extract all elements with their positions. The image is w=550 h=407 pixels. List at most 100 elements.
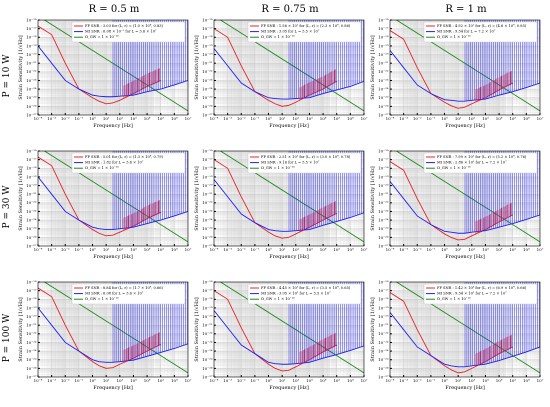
x-tick-label: 10⁰	[441, 378, 448, 383]
x-tick-label: 10¹	[279, 247, 286, 252]
x-tick-label: 10⁴	[144, 247, 151, 252]
y-tick-label: 10⁻²²	[26, 200, 37, 205]
x-tick-label: 10⁻⁴	[386, 247, 395, 252]
y-tick-label: 10⁻²⁰	[202, 314, 213, 319]
x-tick-label: 10⁴	[496, 247, 503, 252]
column-title-2: R = 0.75 m	[261, 4, 319, 15]
legend: FP SNR : 1.56 × 10¹ for (L, r) = (2.3 × …	[247, 21, 362, 43]
y-axis-label: Strain Sensitivity [1/√Hz]	[370, 35, 376, 99]
y-tick-label: 10⁻²⁵	[26, 226, 37, 231]
x-tick-label: 10⁻²	[237, 116, 246, 121]
x-tick-label: 10⁻³	[399, 247, 408, 252]
x-tick-label: 10²	[116, 378, 123, 383]
legend-box	[247, 21, 362, 43]
legend: FP SNR : 8.84 for (L, r) = (1.7 × 10⁴, 0…	[71, 283, 186, 305]
x-tick-label: 10¹	[103, 116, 110, 121]
y-tick-label: 10⁻²⁰	[378, 183, 389, 188]
x-tick-label: 10⁻¹	[427, 116, 436, 121]
x-tick-label: 10⁵	[509, 116, 516, 121]
x-tick-label: 10⁻⁴	[210, 247, 219, 252]
x-tick-label: 10⁻¹	[75, 116, 84, 121]
legend-entry: MI SNR : 9.54 × 10¹ for L = 7.2 × 10⁷	[437, 292, 507, 296]
y-axis-label: Strain Sensitivity [1/√Hz]	[370, 166, 376, 230]
legend: FP SNR : 4.92 × 10¹ for (L, r) = (4.6 × …	[423, 21, 538, 43]
y-tick-label: 10⁻²⁶	[26, 235, 37, 240]
legend-entry: Ω_GW = 1 × 10⁻¹⁶	[261, 297, 295, 301]
x-tick-label: 10⁴	[496, 378, 503, 383]
x-tick-label: 10⁻⁴	[386, 378, 395, 383]
x-tick-label: 10⁻³	[399, 116, 408, 121]
y-tick-label: 10⁻¹⁹	[202, 305, 213, 310]
y-tick-label: 10⁻²⁵	[26, 95, 37, 100]
x-axis-label: Frequency [Hz]	[445, 123, 485, 129]
x-tick-label: 10¹	[455, 378, 462, 383]
legend-entry: MI SNR : 2.86 × 10¹ for L = 7.2 × 10⁷	[437, 161, 507, 165]
y-tick-label: 10⁻¹⁸	[26, 35, 37, 40]
x-tick-label: 10⁻²	[237, 378, 246, 383]
axes-frame	[389, 19, 541, 116]
legend-entry: FP SNR : 7.99 × 10¹ for (L, r) = (5.2 × …	[437, 155, 527, 159]
x-axis-label: Frequency [Hz]	[269, 254, 309, 260]
x-tick-label: 10⁻⁴	[210, 378, 219, 383]
series-mi-line	[38, 307, 188, 363]
x-tick-label: 10⁻³	[47, 247, 56, 252]
y-tick-label: 10⁻²³	[26, 340, 37, 345]
legend-entry: FP SNR : 1.56 × 10¹ for (L, r) = (2.3 × …	[261, 24, 351, 28]
x-tick-label: 10⁰	[265, 116, 272, 121]
x-tick-label: 10¹	[103, 378, 110, 383]
x-tick-label: 10⁶	[523, 378, 530, 383]
legend-box	[247, 283, 362, 305]
legend-box	[71, 152, 186, 174]
x-tick-label: 10⁴	[320, 247, 327, 252]
x-tick-label: 10⁴	[496, 116, 503, 121]
x-tick-label: 10⁻²	[413, 378, 422, 383]
x-tick-label: 10⁶	[347, 247, 354, 252]
axes-frame	[213, 150, 365, 247]
legend-entry: MI SNR : 9.16 for L = 5.5 × 10⁷	[261, 161, 320, 165]
x-tick-label: 10³	[306, 378, 313, 383]
axes-frame	[37, 19, 189, 116]
y-tick-label: 10⁻²⁶	[378, 104, 389, 109]
x-tick-label: 10⁵	[333, 116, 340, 121]
y-tick-label: 10⁻²³	[26, 209, 37, 214]
legend-entry: Ω_GW = 1 × 10⁻¹⁶	[261, 166, 295, 170]
x-tick-label: 10²	[292, 116, 299, 121]
y-tick-label: 10⁻²³	[378, 209, 389, 214]
x-tick-label: 10⁷	[537, 247, 544, 252]
x-axis-label: Frequency [Hz]	[445, 385, 485, 391]
x-tick-label: 10⁻¹	[75, 378, 84, 383]
y-tick-label: 10⁻²⁰	[202, 183, 213, 188]
series-mi-line	[214, 48, 364, 100]
y-tick-label: 10⁻²⁷	[26, 243, 37, 248]
y-tick-label: 10⁻¹⁸	[202, 297, 213, 302]
legend: FP SNR : 4.45 × 10¹ for (L, r) = (3.5 × …	[247, 283, 362, 305]
y-tick-label: 10⁻²⁷	[26, 112, 37, 117]
series-mi-line	[390, 50, 540, 102]
y-tick-label: 10⁻²⁰	[378, 314, 389, 319]
x-tick-label: 10⁻⁴	[34, 378, 43, 383]
x-tick-label: 10⁵	[333, 247, 340, 252]
y-tick-label: 10⁻²⁵	[378, 95, 389, 100]
series-mi-line	[390, 312, 540, 368]
series-mi-line	[214, 179, 364, 232]
axes-frame	[389, 150, 541, 247]
y-tick-label: 10⁻²⁷	[378, 243, 389, 248]
x-tick-label: 10⁻²	[61, 116, 70, 121]
y-tick-label: 10⁻¹⁹	[26, 305, 37, 310]
y-tick-label: 10⁻²³	[378, 340, 389, 345]
y-tick-label: 10⁻²²	[202, 331, 213, 336]
legend-entry: MI SNR : 6.08 for L = 3.6 × 10⁷	[85, 292, 144, 296]
y-tick-label: 10⁻¹⁷	[202, 288, 213, 293]
y-tick-label: 10⁻²⁴	[202, 86, 213, 91]
x-tick-label: 10¹	[103, 247, 110, 252]
panel-1-1: 10⁻⁴ 10⁻³ 10⁻² 10⁻¹ 10⁰ 10¹ 10² 10³ 10⁴ 10⁵ 10⁶ 10⁷…	[18, 17, 192, 129]
series-mi-line	[38, 45, 188, 98]
y-tick-label: 10⁻¹⁷	[26, 157, 37, 162]
y-tick-label: 10⁻¹⁸	[26, 166, 37, 171]
legend-entry: FP SNR : 4.92 × 10¹ for (L, r) = (4.6 × …	[437, 24, 527, 28]
series-mi-line	[390, 181, 540, 234]
x-tick-label: 10⁻²	[413, 116, 422, 121]
x-tick-label: 10³	[482, 247, 489, 252]
y-tick-label: 10⁻²⁶	[26, 366, 37, 371]
